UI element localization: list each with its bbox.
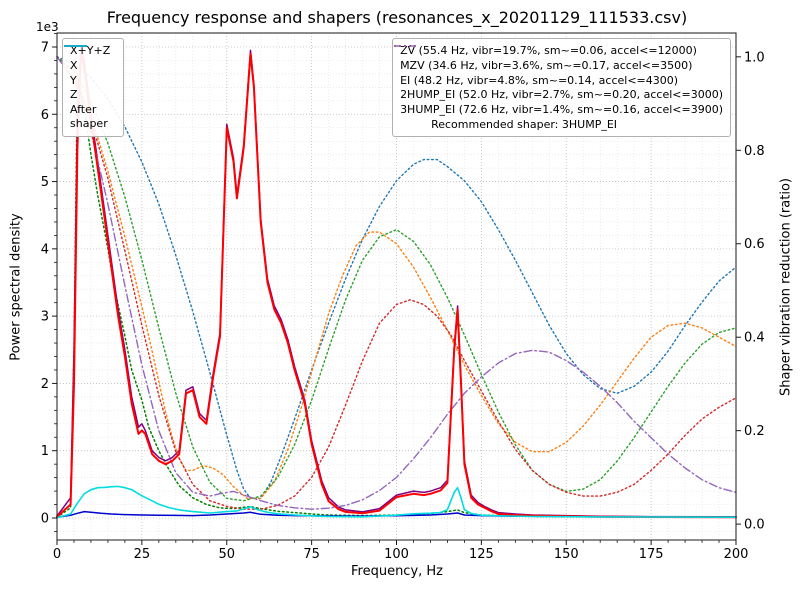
legend-psd: X+Y+Z X Y Z After shaper (62, 38, 124, 137)
tick-label: 4 (41, 242, 49, 257)
series-zv (56, 56, 737, 500)
tick-label: 0.8 (744, 144, 765, 159)
legend-item: Y (64, 45, 116, 88)
tick-label: 0.2 (744, 424, 765, 439)
series-3hump-ei (56, 56, 737, 510)
legend-item-label: After shaper (70, 103, 108, 130)
legend-item-label: ZV (55.4 Hz, vibr=19.7%, sm~=0.06, accel… (400, 44, 697, 57)
legend-item: MZV (34.6 Hz, vibr=3.6%, sm~=0.17, accel… (394, 45, 723, 73)
right-axis-title: Shaper vibration reduction (ratio) (778, 178, 794, 396)
legend-item-label: Y (70, 73, 77, 87)
legend-item-label: X+Y+Z (70, 44, 111, 57)
legend-footer: Recommended shaper: 3HUMP_EI (431, 117, 618, 131)
series-ei (56, 56, 737, 502)
legend-item: ZV (55.4 Hz, vibr=19.7%, sm~=0.06, accel… (394, 44, 723, 58)
tick-label: 75 (303, 547, 320, 562)
legend-item: Z (64, 45, 116, 102)
tick-label: 2 (41, 377, 49, 392)
left-axis-title: Power spectral density (8, 213, 24, 361)
legend-item: After shaper (64, 45, 116, 131)
tick-label: 6 (41, 108, 49, 123)
tick-label: 50 (218, 547, 235, 562)
series-z (56, 510, 737, 519)
legend-item: X (64, 45, 116, 73)
x-axis-title: Frequency, Hz (350, 564, 444, 579)
tick-label: 175 (639, 547, 664, 562)
legend-item: EI (48.2 Hz, vibr=4.8%, sm~=0.14, accel<… (394, 45, 723, 88)
left-axis-offset-label: 1e3 (36, 20, 59, 34)
chart-title: Frequency response and shapers (resonanc… (106, 8, 688, 27)
tick-label: 7 (41, 40, 49, 55)
legend-item: 2HUMP_EI (52.0 Hz, vibr=2.7%, sm~=0.20, … (394, 45, 723, 102)
legend-item-label: MZV (34.6 Hz, vibr=3.6%, sm~=0.17, accel… (400, 58, 693, 72)
tick-label: 5 (41, 175, 49, 190)
tick-label: 125 (469, 547, 494, 562)
legend-item: 3HUMP_EI (72.6 Hz, vibr=1.4%, sm~=0.16, … (394, 45, 723, 117)
tick-label: 100 (384, 547, 409, 562)
tick-label: 150 (554, 547, 579, 562)
series-mzv (56, 56, 737, 500)
tick-label: 0.0 (744, 518, 765, 533)
series-x (56, 52, 737, 519)
tick-label: 3 (41, 310, 49, 325)
legend-item-label: EI (48.2 Hz, vibr=4.8%, sm~=0.14, accel<… (400, 73, 679, 87)
series-2hump-ei (56, 56, 737, 510)
tick-label: 1 (41, 444, 49, 459)
legend-line-sample (394, 45, 418, 47)
tick-label: 0 (41, 511, 49, 526)
tick-label: 1.0 (744, 50, 765, 65)
series-after-shaper (56, 485, 737, 519)
series-y (56, 76, 737, 519)
legend-shapers: ZV (55.4 Hz, vibr=19.7%, sm~=0.06, accel… (392, 38, 731, 137)
tick-label: 0 (53, 547, 61, 562)
legend-item-label: 2HUMP_EI (52.0 Hz, vibr=2.7%, sm~=0.20, … (400, 88, 723, 102)
tick-label: 25 (134, 547, 151, 562)
legend-item-label: Z (70, 88, 78, 102)
tick-label: 200 (724, 547, 749, 562)
legend-line-sample (64, 45, 87, 47)
tick-label: 0.6 (744, 237, 765, 252)
tick-label: 0.4 (744, 331, 765, 346)
legend-item-label: X (70, 58, 78, 72)
legend-item-label: 3HUMP_EI (72.6 Hz, vibr=1.4%, sm~=0.16, … (400, 103, 723, 116)
